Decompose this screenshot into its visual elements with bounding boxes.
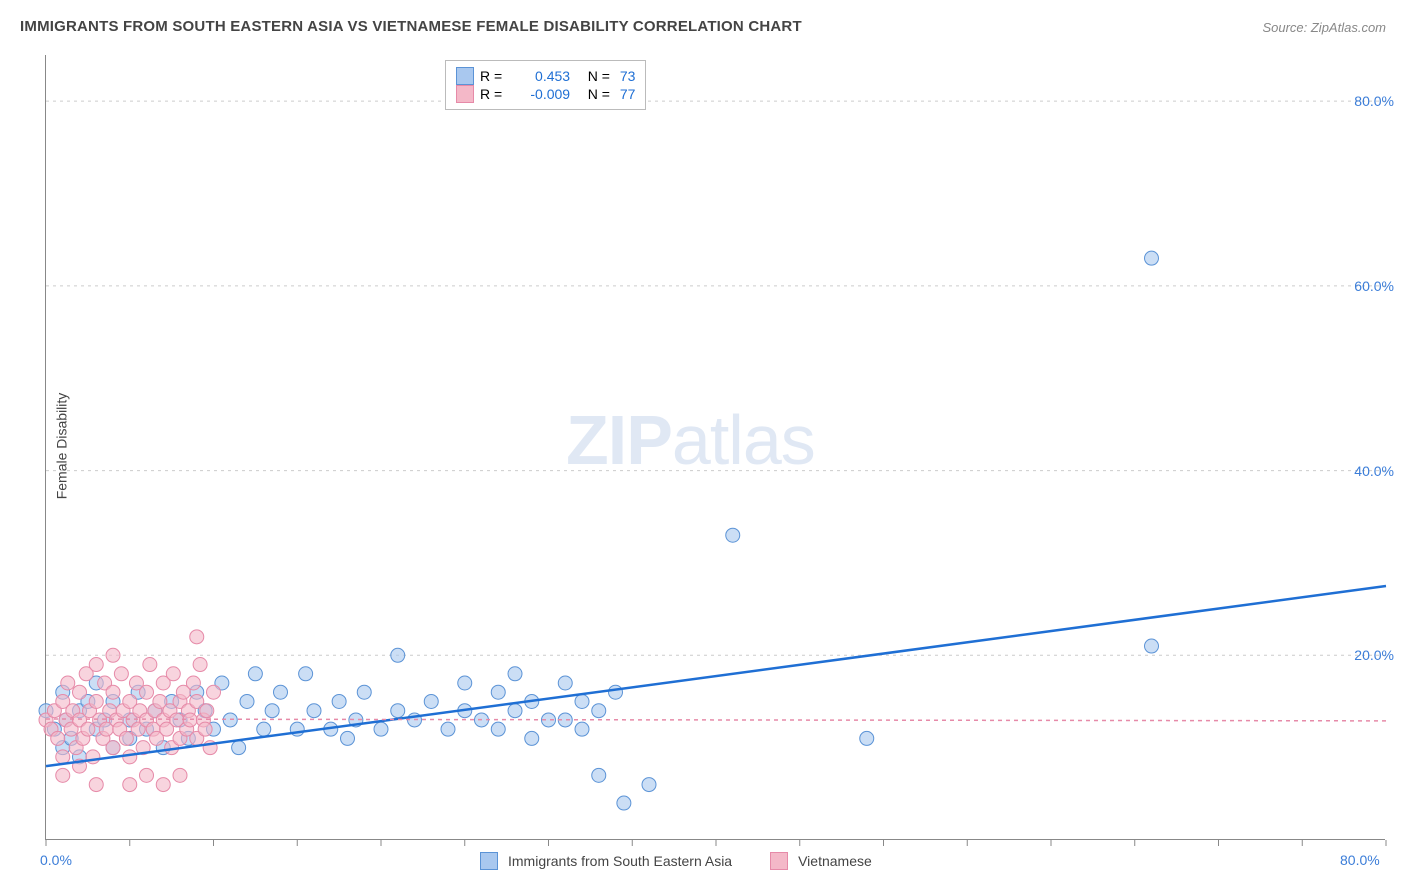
data-point (143, 658, 157, 672)
n-value: 73 (620, 68, 636, 84)
data-point (56, 750, 70, 764)
data-point (207, 685, 221, 699)
data-point (248, 667, 262, 681)
data-point (86, 750, 100, 764)
data-point (89, 778, 103, 792)
n-label: N = (576, 68, 614, 84)
data-point (575, 694, 589, 708)
data-point (1145, 251, 1159, 265)
legend-label: Vietnamese (798, 853, 872, 869)
legend-swatch (456, 67, 474, 85)
x-tick-max: 80.0% (1340, 852, 1380, 868)
data-point (89, 694, 103, 708)
data-point (341, 731, 355, 745)
data-point (89, 658, 103, 672)
data-point (391, 648, 405, 662)
data-point (391, 704, 405, 718)
data-point (119, 731, 133, 745)
data-point (592, 704, 606, 718)
data-point (200, 704, 214, 718)
data-point (193, 658, 207, 672)
data-point (106, 648, 120, 662)
data-point (232, 741, 246, 755)
data-point (274, 685, 288, 699)
data-point (617, 796, 631, 810)
chart-title: IMMIGRANTS FROM SOUTH EASTERN ASIA VS VI… (20, 18, 802, 35)
data-point (508, 667, 522, 681)
data-point (508, 704, 522, 718)
data-point (265, 704, 279, 718)
data-point (609, 685, 623, 699)
data-point (190, 630, 204, 644)
plot-area: ZIPatlas (45, 55, 1385, 840)
data-point (525, 731, 539, 745)
data-point (299, 667, 313, 681)
data-point (374, 722, 388, 736)
n-label: N = (576, 86, 614, 102)
correlation-legend: R = 0.453 N = 73R = -0.009 N = 77 (445, 60, 646, 110)
data-point (424, 694, 438, 708)
legend-label: Immigrants from South Eastern Asia (508, 853, 732, 869)
y-tick-label: 20.0% (1354, 647, 1394, 663)
r-value: 0.453 (512, 68, 570, 84)
data-point (491, 685, 505, 699)
trend-line (46, 719, 1386, 721)
data-point (166, 667, 180, 681)
data-point (726, 528, 740, 542)
data-point (123, 778, 137, 792)
legend-swatch (480, 852, 498, 870)
data-point (186, 676, 200, 690)
r-label: R = (480, 86, 506, 102)
data-point (592, 768, 606, 782)
legend-stat-row: R = 0.453 N = 73 (456, 67, 635, 85)
legend-swatch (770, 852, 788, 870)
data-point (114, 667, 128, 681)
data-point (860, 731, 874, 745)
data-point (56, 768, 70, 782)
data-point (106, 741, 120, 755)
data-point (1145, 639, 1159, 653)
data-point (441, 722, 455, 736)
x-tick-min: 0.0% (40, 852, 72, 868)
source-attribution: Source: ZipAtlas.com (1262, 20, 1386, 35)
data-point (332, 694, 346, 708)
data-point (558, 676, 572, 690)
data-point (257, 722, 271, 736)
data-point (140, 768, 154, 782)
data-point (123, 750, 137, 764)
trend-line (46, 586, 1386, 766)
data-point (51, 731, 65, 745)
y-tick-label: 60.0% (1354, 278, 1394, 294)
data-point (307, 704, 321, 718)
data-point (491, 722, 505, 736)
data-point (575, 722, 589, 736)
chart-canvas (46, 55, 1386, 840)
data-point (240, 694, 254, 708)
data-point (106, 685, 120, 699)
data-point (140, 685, 154, 699)
y-tick-label: 40.0% (1354, 463, 1394, 479)
data-point (642, 778, 656, 792)
r-label: R = (480, 68, 506, 84)
y-tick-label: 80.0% (1354, 93, 1394, 109)
data-point (156, 778, 170, 792)
data-point (173, 768, 187, 782)
r-value: -0.009 (512, 86, 570, 102)
data-point (73, 685, 87, 699)
data-point (61, 676, 75, 690)
data-point (198, 722, 212, 736)
data-point (458, 676, 472, 690)
series-legend: Immigrants from South Eastern Asia Vietna… (480, 852, 900, 870)
legend-swatch (456, 85, 474, 103)
data-point (81, 722, 95, 736)
n-value: 77 (620, 86, 636, 102)
legend-stat-row: R = -0.009 N = 77 (456, 85, 635, 103)
data-point (357, 685, 371, 699)
